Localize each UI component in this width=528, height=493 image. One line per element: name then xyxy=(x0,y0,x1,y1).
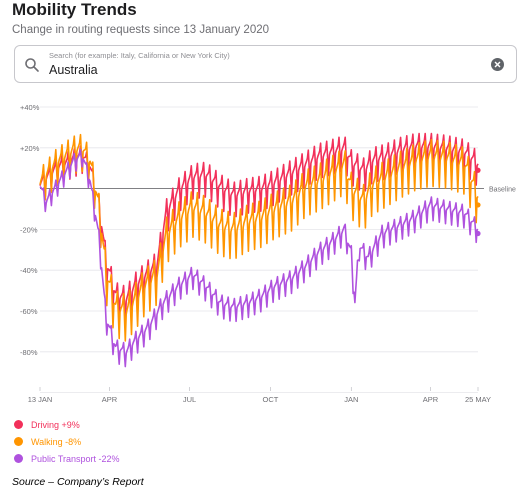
y-tick-label: +40% xyxy=(20,103,40,112)
page-title: Mobility Trends xyxy=(12,0,137,19)
clear-icon[interactable] xyxy=(491,58,504,71)
mobility-chart: +40% +20% -20% -40% -60% -80% 13 JAN APR JUL OCT J… xyxy=(20,103,516,404)
x-tick-label: 13 JAN xyxy=(28,395,53,404)
x-tick-label: JUL xyxy=(183,395,196,404)
page-subtitle: Change in routing requests since 13 Janu… xyxy=(12,24,270,36)
series-end-dot-walking xyxy=(475,202,481,208)
x-tick-label: OCT xyxy=(263,395,279,404)
legend-dot xyxy=(14,437,23,446)
legend-dot xyxy=(14,420,23,429)
chart-header: Mobility Trends Change in routing reques… xyxy=(12,0,269,38)
legend-label: Walking -8% xyxy=(31,436,82,447)
legend-item: Public Transport -22% xyxy=(14,450,120,467)
legend-dot xyxy=(14,454,23,463)
x-tick-label: APR xyxy=(102,395,118,404)
y-tick-label: -40% xyxy=(20,266,38,275)
series-line-public-transport xyxy=(39,148,479,368)
legend-label: Public Transport -22% xyxy=(31,453,120,464)
chart-legend: Driving +9% Walking -8% Public Transport -… xyxy=(14,416,120,467)
source-note: Source – Company’s Report xyxy=(12,476,144,488)
y-tick-label: -20% xyxy=(20,225,38,234)
series-end-dot-public-transport xyxy=(475,230,481,237)
series-end-dot-driving xyxy=(475,167,481,173)
x-tick-label: APR xyxy=(423,395,439,404)
legend-item: Walking -8% xyxy=(14,433,120,450)
legend-label: Driving +9% xyxy=(31,419,80,430)
x-tick-label: 25 MAY xyxy=(465,395,491,404)
search-placeholder: Search (for example: Italy, California o… xyxy=(49,51,230,60)
y-tick-label: -60% xyxy=(20,307,38,316)
baseline-label: Baseline xyxy=(489,187,516,194)
x-tick-label: JAN xyxy=(344,395,358,404)
search-icon xyxy=(25,58,39,72)
y-tick-label: -80% xyxy=(20,348,38,357)
legend-item: Driving +9% xyxy=(14,416,120,433)
search-box[interactable]: Search (for example: Italy, California o… xyxy=(14,45,517,83)
search-input[interactable]: Australia xyxy=(49,63,98,77)
series-line-walking xyxy=(39,133,479,342)
y-tick-label: +20% xyxy=(20,144,40,153)
